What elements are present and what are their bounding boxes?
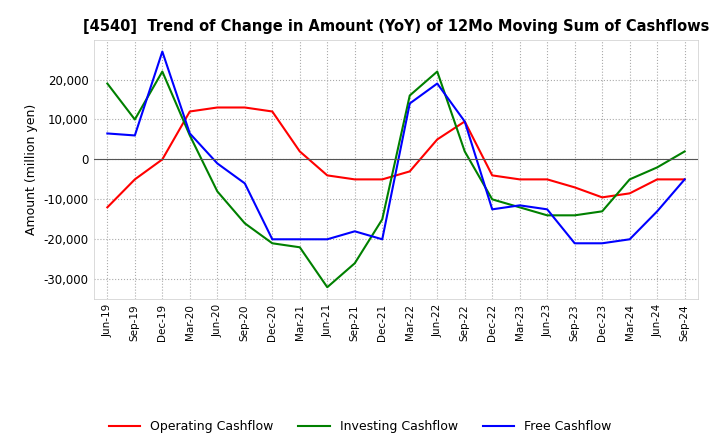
Investing Cashflow	[158, 69, 166, 74]
Investing Cashflow	[598, 209, 606, 214]
Free Cashflow	[186, 131, 194, 136]
Free Cashflow	[130, 133, 139, 138]
Operating Cashflow	[543, 177, 552, 182]
Free Cashflow	[213, 161, 222, 166]
Operating Cashflow	[268, 109, 276, 114]
Operating Cashflow	[488, 173, 497, 178]
Legend: Operating Cashflow, Investing Cashflow, Free Cashflow: Operating Cashflow, Investing Cashflow, …	[104, 415, 616, 438]
Investing Cashflow	[240, 221, 249, 226]
Operating Cashflow	[130, 177, 139, 182]
Investing Cashflow	[323, 285, 332, 290]
Operating Cashflow	[626, 191, 634, 196]
Free Cashflow	[295, 237, 304, 242]
Investing Cashflow	[405, 93, 414, 98]
Investing Cashflow	[130, 117, 139, 122]
Line: Free Cashflow: Free Cashflow	[107, 51, 685, 243]
Investing Cashflow	[378, 216, 387, 222]
Free Cashflow	[488, 207, 497, 212]
Operating Cashflow	[433, 137, 441, 142]
Investing Cashflow	[213, 189, 222, 194]
Operating Cashflow	[103, 205, 112, 210]
Investing Cashflow	[433, 69, 441, 74]
Investing Cashflow	[460, 149, 469, 154]
Free Cashflow	[351, 229, 359, 234]
Operating Cashflow	[598, 195, 606, 200]
Free Cashflow	[570, 241, 579, 246]
Operating Cashflow	[186, 109, 194, 114]
Line: Investing Cashflow: Investing Cashflow	[107, 72, 685, 287]
Free Cashflow	[598, 241, 606, 246]
Free Cashflow	[158, 49, 166, 54]
Investing Cashflow	[268, 241, 276, 246]
Free Cashflow	[516, 203, 524, 208]
Free Cashflow	[378, 237, 387, 242]
Free Cashflow	[323, 237, 332, 242]
Investing Cashflow	[295, 245, 304, 250]
Free Cashflow	[460, 119, 469, 124]
Operating Cashflow	[570, 185, 579, 190]
Operating Cashflow	[323, 173, 332, 178]
Operating Cashflow	[405, 169, 414, 174]
Investing Cashflow	[626, 177, 634, 182]
Operating Cashflow	[516, 177, 524, 182]
Investing Cashflow	[103, 81, 112, 86]
Y-axis label: Amount (million yen): Amount (million yen)	[25, 104, 38, 235]
Free Cashflow	[433, 81, 441, 86]
Operating Cashflow	[460, 119, 469, 124]
Investing Cashflow	[516, 205, 524, 210]
Free Cashflow	[626, 237, 634, 242]
Investing Cashflow	[570, 213, 579, 218]
Line: Operating Cashflow: Operating Cashflow	[107, 107, 685, 207]
Operating Cashflow	[213, 105, 222, 110]
Free Cashflow	[653, 209, 662, 214]
Operating Cashflow	[158, 157, 166, 162]
Free Cashflow	[680, 177, 689, 182]
Free Cashflow	[405, 101, 414, 106]
Operating Cashflow	[653, 177, 662, 182]
Free Cashflow	[103, 131, 112, 136]
Investing Cashflow	[543, 213, 552, 218]
Free Cashflow	[240, 181, 249, 186]
Operating Cashflow	[351, 177, 359, 182]
Investing Cashflow	[186, 133, 194, 138]
Title: [4540]  Trend of Change in Amount (YoY) of 12Mo Moving Sum of Cashflows: [4540] Trend of Change in Amount (YoY) o…	[83, 19, 709, 34]
Free Cashflow	[543, 207, 552, 212]
Investing Cashflow	[351, 260, 359, 266]
Investing Cashflow	[680, 149, 689, 154]
Operating Cashflow	[680, 177, 689, 182]
Investing Cashflow	[653, 165, 662, 170]
Operating Cashflow	[295, 149, 304, 154]
Operating Cashflow	[378, 177, 387, 182]
Operating Cashflow	[240, 105, 249, 110]
Free Cashflow	[268, 237, 276, 242]
Investing Cashflow	[488, 197, 497, 202]
